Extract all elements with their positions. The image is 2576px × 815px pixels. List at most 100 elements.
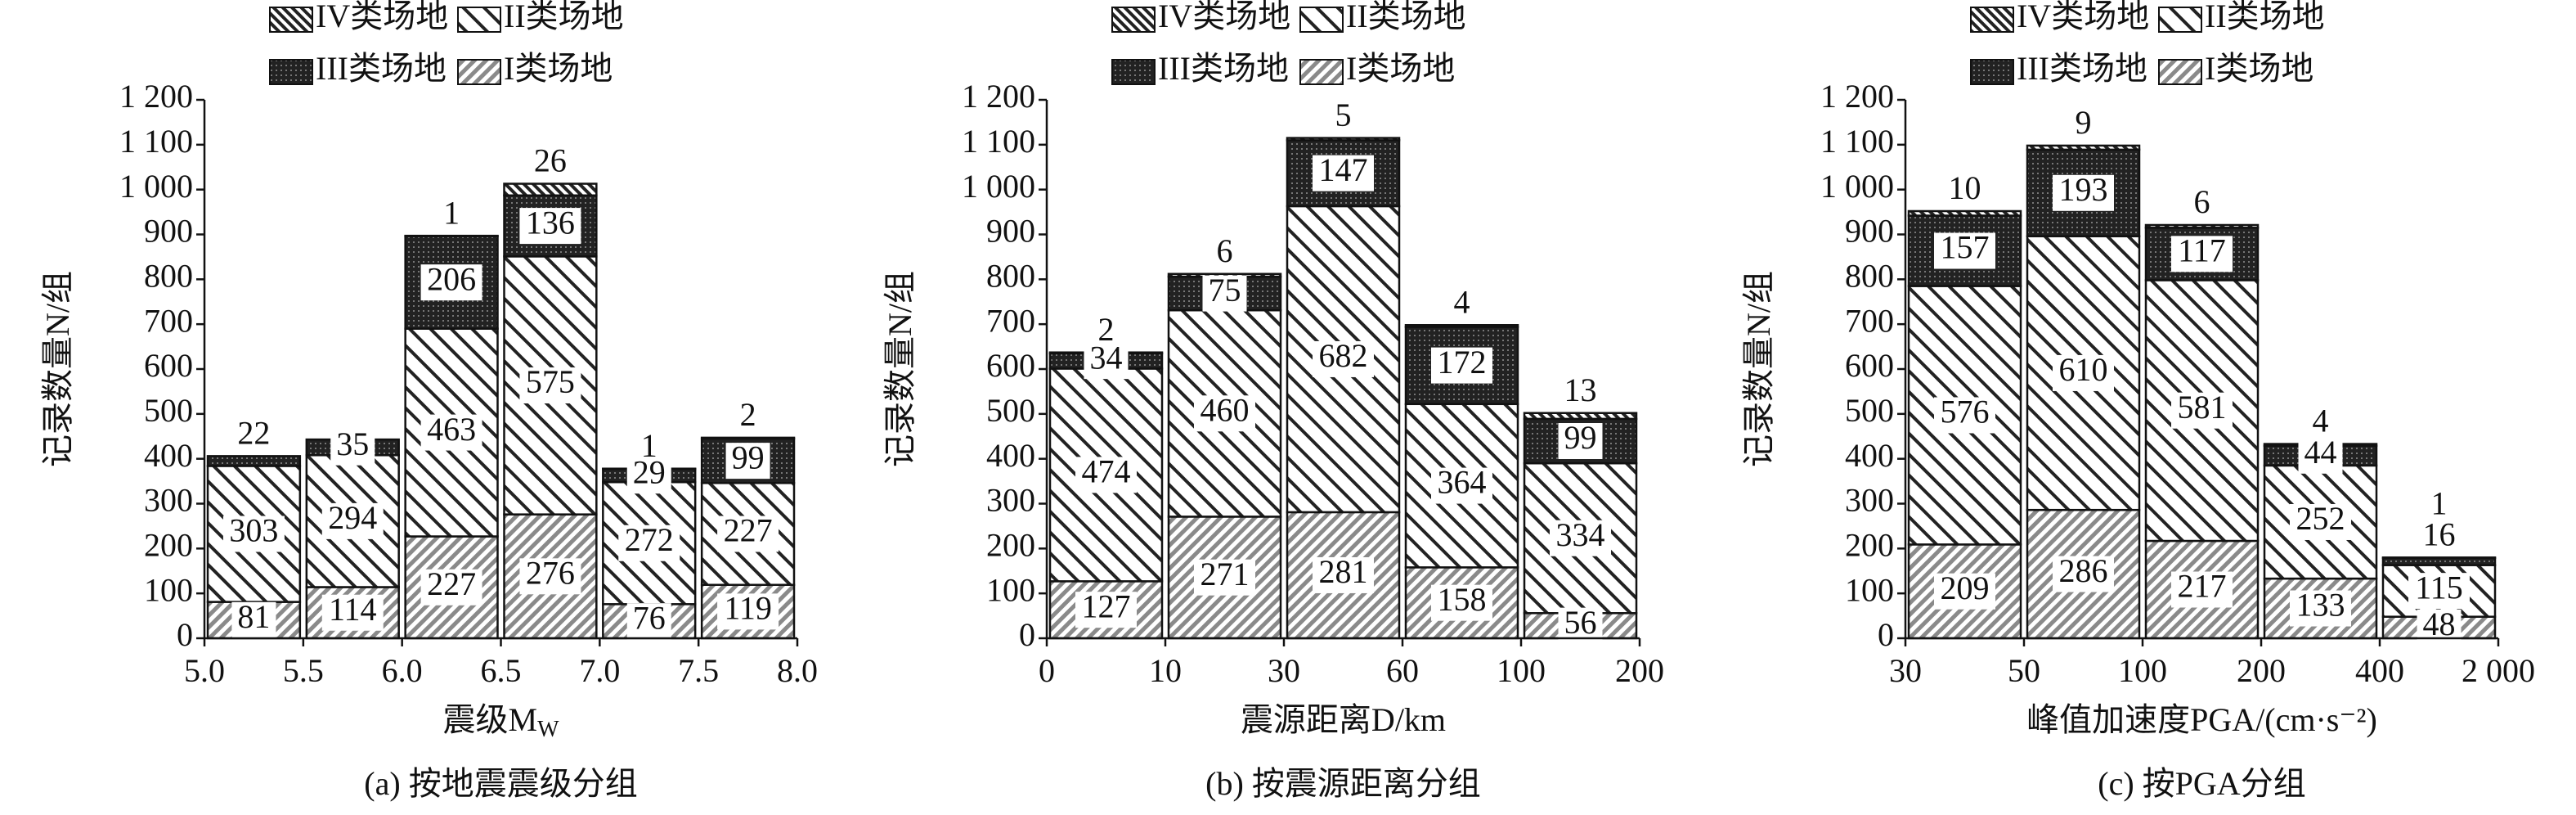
y-tick-label: 800 bbox=[1845, 258, 1894, 295]
bar-segment bbox=[1523, 412, 1638, 421]
x-axis-label: 震源距离D/km bbox=[1241, 701, 1446, 738]
label-box bbox=[2171, 571, 2233, 608]
label-box bbox=[2298, 437, 2343, 474]
label-box bbox=[1084, 343, 1129, 380]
data-label: 271 bbox=[1200, 556, 1250, 592]
data-label: 114 bbox=[329, 591, 377, 628]
x-tick-label: 200 bbox=[2237, 652, 2286, 689]
legend-swatch bbox=[1970, 59, 2014, 85]
caption: (c) 按PGA分组 bbox=[2098, 765, 2305, 802]
legend-swatch bbox=[1111, 7, 1156, 33]
data-label: 5 bbox=[1335, 97, 1352, 133]
label-box bbox=[519, 367, 581, 404]
y-tick-label: 100 bbox=[986, 571, 1035, 608]
legend-label: I类场地 bbox=[2205, 50, 2313, 87]
data-label: 227 bbox=[427, 565, 476, 602]
y-tick-label: 300 bbox=[1845, 482, 1894, 519]
label-box bbox=[2171, 392, 2233, 429]
data-label: 294 bbox=[328, 499, 377, 536]
data-label: 75 bbox=[1209, 272, 1241, 308]
legend-label: IV类场地 bbox=[316, 0, 448, 34]
legend-label: I类场地 bbox=[504, 50, 613, 87]
data-label: 16 bbox=[2423, 516, 2456, 552]
y-tick-label: 100 bbox=[1845, 571, 1894, 608]
y-tick-label: 600 bbox=[1845, 347, 1894, 384]
data-label: 575 bbox=[526, 363, 575, 400]
y-tick-label: 200 bbox=[1845, 527, 1894, 564]
data-label: 157 bbox=[1941, 229, 1990, 266]
y-tick-label: 0 bbox=[1878, 616, 1894, 653]
data-label: 252 bbox=[2296, 500, 2345, 537]
bar-segment bbox=[2381, 556, 2497, 566]
x-tick-label: 100 bbox=[2118, 652, 2167, 689]
data-label: 136 bbox=[526, 204, 575, 241]
label-box bbox=[1075, 592, 1137, 628]
y-tick-label: 500 bbox=[986, 392, 1035, 429]
y-tick-label: 200 bbox=[986, 527, 1035, 564]
label-box bbox=[1431, 584, 1492, 621]
legend-label: III类场地 bbox=[316, 50, 447, 87]
bar-segment bbox=[2381, 556, 2497, 560]
data-label: 1 bbox=[641, 427, 657, 464]
legend-label: II类场地 bbox=[2205, 0, 2325, 34]
y-tick-label: 1 000 bbox=[119, 168, 193, 205]
y-axis-label: 记录数量N/组 bbox=[39, 271, 76, 467]
x-tick-label: 10 bbox=[1149, 652, 1182, 689]
data-label: 119 bbox=[724, 590, 772, 627]
x-tick-label: 50 bbox=[2008, 652, 2040, 689]
label-box bbox=[1313, 556, 1374, 593]
label-box bbox=[1075, 457, 1137, 493]
y-tick-label: 100 bbox=[144, 571, 193, 608]
data-label: 576 bbox=[1941, 394, 1990, 430]
data-label: 99 bbox=[1564, 419, 1597, 456]
label-box bbox=[1431, 467, 1492, 504]
legend-swatch bbox=[457, 59, 501, 85]
label-box bbox=[1558, 423, 1603, 460]
data-label: 44 bbox=[2304, 434, 2337, 471]
data-label: 217 bbox=[2178, 568, 2227, 605]
label-box bbox=[2171, 236, 2233, 272]
y-tick-label: 800 bbox=[144, 258, 193, 295]
data-label: 158 bbox=[1438, 581, 1487, 618]
data-label: 147 bbox=[1319, 151, 1368, 188]
data-label: 56 bbox=[1564, 604, 1597, 641]
x-tick-label: 100 bbox=[1497, 652, 1546, 689]
data-label: 276 bbox=[526, 555, 575, 592]
bar-segment bbox=[1404, 324, 1519, 328]
data-label: 460 bbox=[1200, 391, 1250, 428]
bar-segment bbox=[2026, 144, 2141, 151]
x-tick-label: 2 000 bbox=[2462, 652, 2535, 689]
legend-swatch bbox=[1111, 59, 1156, 85]
y-tick-label: 200 bbox=[144, 527, 193, 564]
legend-swatch bbox=[1970, 7, 2014, 33]
data-label: 227 bbox=[724, 512, 773, 549]
bar-segment bbox=[1907, 209, 2022, 217]
label-box bbox=[222, 516, 285, 552]
y-tick-label: 700 bbox=[144, 302, 193, 339]
legend-label: II类场地 bbox=[504, 0, 624, 34]
data-label: 364 bbox=[1438, 464, 1487, 501]
label-box bbox=[1934, 232, 1995, 269]
label-box bbox=[519, 558, 581, 595]
label-box bbox=[519, 208, 581, 245]
data-label: 133 bbox=[2296, 587, 2345, 624]
legend-label: IV类场地 bbox=[2017, 0, 2149, 34]
label-box bbox=[1202, 275, 1247, 312]
label-box bbox=[321, 502, 384, 539]
x-tick-label: 400 bbox=[2355, 652, 2404, 689]
label-box bbox=[2290, 503, 2351, 540]
data-label: 272 bbox=[625, 521, 674, 558]
label-box bbox=[626, 603, 671, 640]
bar-segment bbox=[2144, 223, 2260, 229]
data-label: 9 bbox=[2076, 104, 2092, 141]
y-tick-label: 500 bbox=[1845, 392, 1894, 429]
label-box bbox=[1934, 397, 1995, 434]
x-tick-label: 30 bbox=[1268, 652, 1300, 689]
y-tick-label: 1 200 bbox=[1820, 78, 1894, 115]
label-box bbox=[1313, 155, 1374, 191]
data-label: 209 bbox=[1941, 570, 1990, 606]
x-tick-label: 60 bbox=[1386, 652, 1419, 689]
legend-swatch bbox=[2158, 59, 2202, 85]
x-tick-label: 6.5 bbox=[481, 652, 522, 689]
y-tick-label: 900 bbox=[1845, 213, 1894, 250]
